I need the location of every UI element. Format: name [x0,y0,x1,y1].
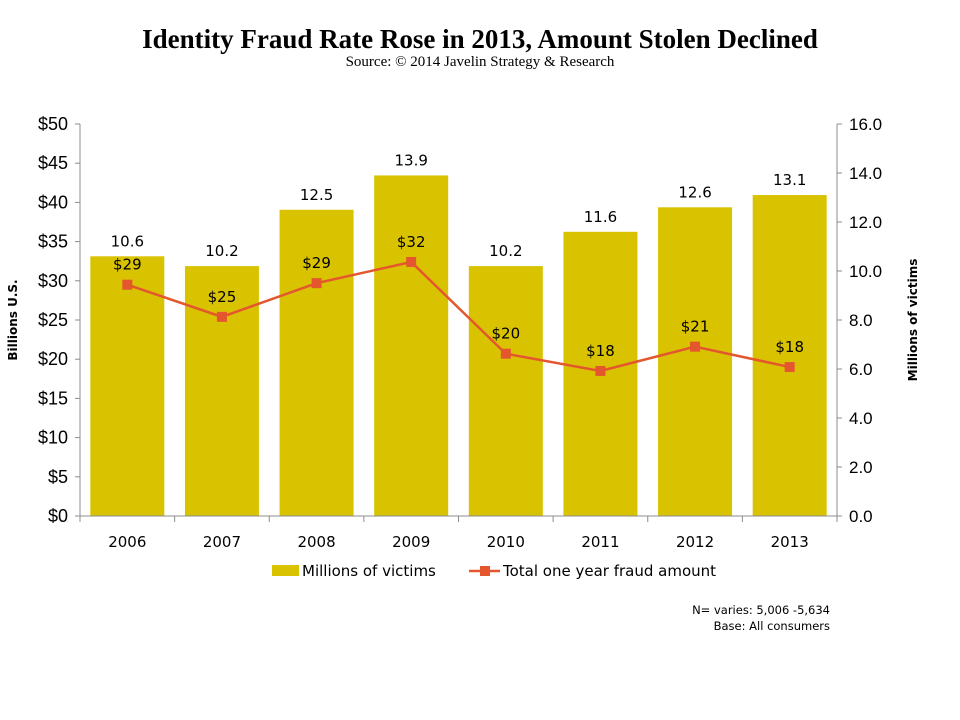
y-tick-label-left: $50 [38,114,68,134]
y-tick-label-left: $10 [38,428,68,448]
sample-size-note: N= varies: 5,006 -5,634 [692,603,830,617]
y-tick-label-left: $5 [48,467,68,487]
y-axis-title-left: Billions U.S. [6,279,20,360]
fraud-amount-point-2009 [406,256,417,267]
bar-label-2009: 13.9 [394,151,427,169]
bar-2013 [752,195,827,517]
x-tick-label-2008: 2008 [297,533,335,551]
bar-2009 [374,175,449,516]
legend-label-victims: Millions of victims [302,562,436,580]
legend-marker-fraud [480,566,490,576]
y-tick-label-right: 16.0 [849,115,882,134]
line-layer [122,256,795,376]
bar-label-2012: 12.6 [678,183,711,201]
fraud-amount-point-2008 [311,278,322,289]
y-tick-label-left: $25 [38,310,68,330]
fraud-amount-point-2006 [122,279,133,290]
x-tick-label-2010: 2010 [487,533,525,551]
y-tick-label-left: $20 [38,349,68,369]
fraud-amount-point-2012 [690,341,701,352]
x-tick-label-2007: 2007 [203,533,241,551]
x-tick-label-2006: 2006 [108,533,146,551]
y-tick-label-right: 4.0 [849,409,873,428]
y-tick-label-right: 12.0 [849,213,882,232]
y-tick-label-left: $30 [38,271,68,291]
fraud-amount-label-2006: $29 [113,256,142,274]
base-note: Base: All consumers [713,619,830,633]
y-axis-title-right: Millions of victims [906,259,920,382]
legend: Millions of victims Total one year fraud … [272,562,716,580]
chart-subtitle: Source: © 2014 Javelin Strategy & Resear… [345,54,615,70]
fraud-amount-label-2007: $25 [208,288,237,306]
chart-title: Identity Fraud Rate Rose in 2013, Amount… [142,24,818,54]
bar-label-2008: 12.5 [300,186,333,204]
bar-label-2011: 11.6 [584,208,617,226]
bar-label-2013: 13.1 [773,171,806,189]
y-tick-label-right: 14.0 [849,164,882,183]
legend-label-fraud: Total one year fraud amount [502,562,716,580]
fraud-amount-label-2013: $18 [775,338,804,356]
bar-label-2006: 10.6 [111,232,144,250]
bar-2006 [90,256,165,516]
x-tick-label-2011: 2011 [581,533,619,551]
fraud-amount-label-2009: $32 [397,233,426,251]
y-tick-label-right: 2.0 [849,458,873,477]
fraud-amount-point-2013 [784,362,795,373]
bar-2008 [279,209,354,516]
legend-swatch-victims [272,565,299,576]
y-tick-label-right: 0.0 [849,507,873,526]
fraud-amount-point-2007 [216,311,227,322]
bars-layer [90,175,827,517]
axes-layer: $0 $5 $10 $15 $20 $25 $30 $35 $40 $45 $50 0.0 2.0 4.0… [6,114,920,551]
fraud-amount-label-2012: $21 [681,318,710,336]
bar-label-2007: 10.2 [205,242,238,260]
y-tick-label-right: 8.0 [849,311,873,330]
y-tick-label-left: $45 [38,153,68,173]
bar-2012 [658,207,733,517]
bar-2010 [468,266,543,516]
fraud-amount-point-2010 [500,348,511,359]
y-tick-label-left: $0 [48,506,68,526]
x-tick-label-2012: 2012 [676,533,714,551]
fraud-amount-line [126,260,790,373]
y-tick-label-right: 10.0 [849,262,882,281]
fraud-amount-point-2011 [595,365,606,376]
y-tick-label-left: $15 [38,388,68,408]
fraud-amount-label-2011: $18 [586,342,615,360]
x-tick-label-2009: 2009 [392,533,430,551]
y-tick-label-left: $35 [38,232,68,252]
labels-layer: 10.6 10.2 12.5 13.9 10.2 11.6 12.6 13.1 $29 $25 $2… [111,151,807,360]
y-tick-label-left: $40 [38,192,68,212]
fraud-amount-label-2008: $29 [302,254,331,272]
bar-label-2010: 10.2 [489,242,522,260]
x-tick-label-2013: 2013 [771,533,809,551]
fraud-amount-label-2010: $20 [491,325,520,343]
y-tick-label-right: 6.0 [849,360,873,379]
